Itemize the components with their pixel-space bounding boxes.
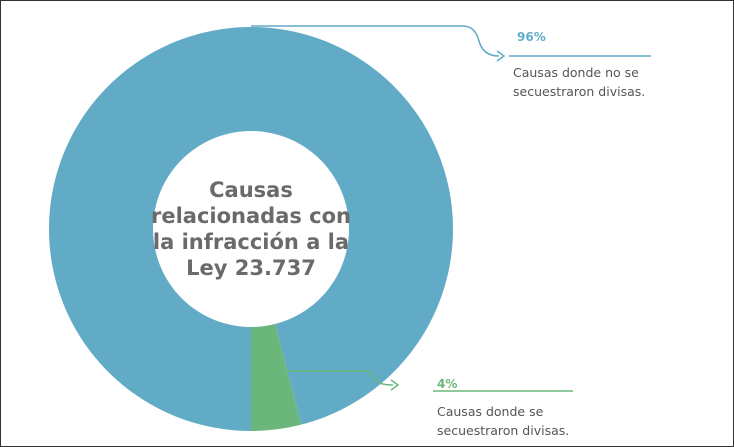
- value-label: 4%: [437, 377, 458, 391]
- slice: [251, 323, 302, 431]
- arrow: [496, 50, 506, 62]
- chart-title: Causas relacionadas con la infracción a …: [151, 178, 352, 280]
- leader-line: [286, 370, 394, 386]
- category-label: Causas donde se secuestraron divisas.: [437, 404, 570, 438]
- slices: [48, 27, 453, 432]
- slice: [48, 27, 453, 432]
- value-label: 96%: [517, 30, 546, 44]
- leader-line: [251, 25, 500, 57]
- category-label: Causas donde no se secuestraron divisas.: [513, 65, 646, 99]
- arrow: [390, 379, 400, 391]
